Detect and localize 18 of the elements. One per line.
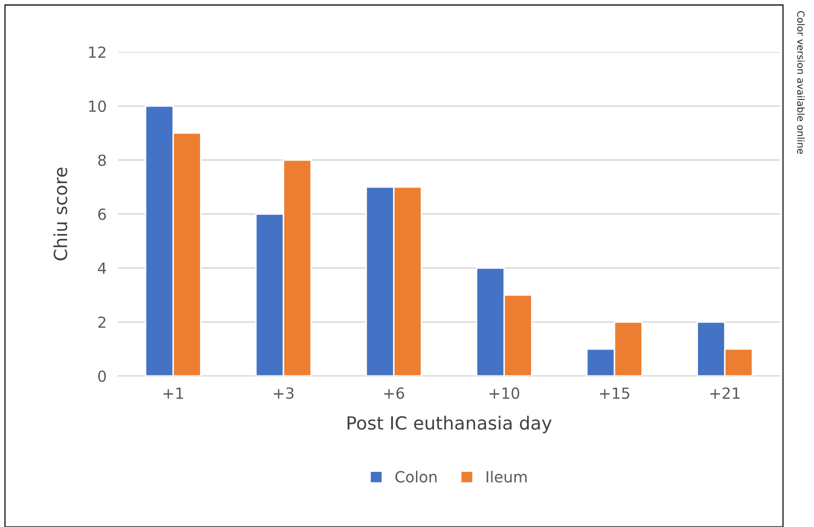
y-tick-label: 12 [89,46,106,58]
x-tick-label: +3 [274,387,294,399]
y-tick-label: 10 [89,100,106,112]
x-tick-label: +6 [384,387,404,399]
x-tick-label: +1 [164,388,184,399]
x-tick-label: +10 [490,387,520,399]
text: Color version available online [797,11,805,154]
legend-label: Colon [395,470,437,483]
y-tick-label: 6 [98,208,106,220]
x-tick-label: +21 [710,387,740,399]
y-axis-title: Chiu score [53,168,68,260]
y-tick-label: 2 [98,316,106,328]
x-tick-label: +15 [600,388,630,399]
y-tick-label: 4 [98,262,106,274]
legend-label: Ileum [486,470,527,483]
y-tick-label: 8 [98,154,106,166]
y-tick-label: 0 [98,370,106,382]
x-axis-title: Post IC euthanasia day [348,416,552,434]
